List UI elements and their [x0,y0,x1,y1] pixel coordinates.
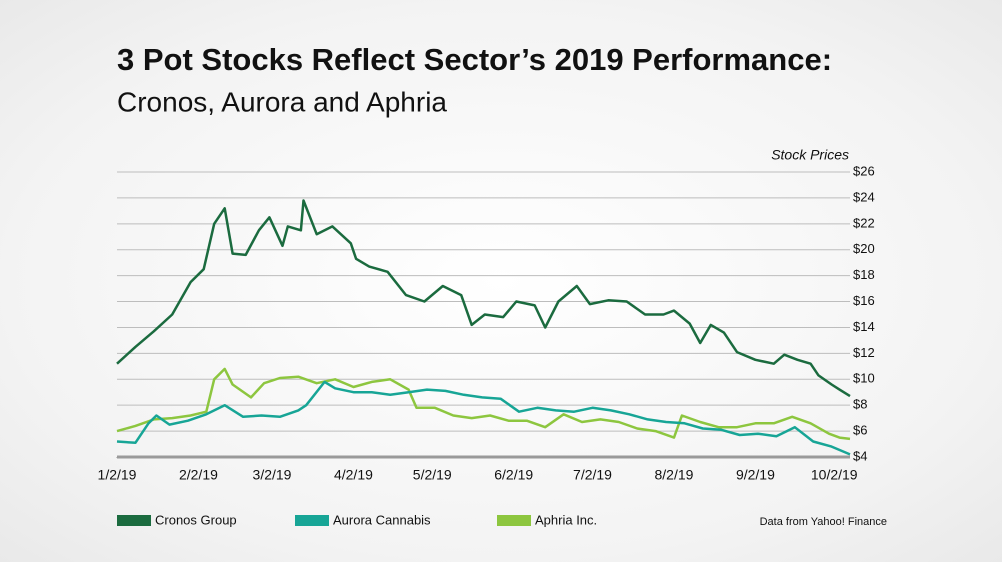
chart-title: 3 Pot Stocks Reflect Sector’s 2019 Perfo… [117,42,832,77]
x-tick-label: 1/2/19 [98,467,137,483]
y-tick-label: $20 [853,241,875,256]
legend-swatch [295,515,329,526]
legend-label: Cronos Group [155,512,237,527]
x-tick-label: 4/2/19 [334,467,373,483]
y-tick-label: $12 [853,345,875,360]
series-line [116,367,851,441]
x-tick-label: 5/2/19 [413,467,452,483]
x-tick-label: 2/2/19 [179,467,218,483]
y-tick-label: $22 [853,215,875,230]
y-tick-label: $6 [853,423,867,438]
y-tick-label: $24 [853,189,875,204]
source-note: Data from Yahoo! Finance [760,516,887,528]
x-tick-label: 10/2/19 [811,467,858,483]
legend-swatch [497,515,531,526]
x-tick-label: 3/2/19 [253,467,292,483]
legend-label: Aurora Cannabis [333,512,431,527]
x-tick-label: 8/2/19 [655,467,694,483]
series-line [116,380,851,456]
y-tick-label: $18 [853,267,875,282]
x-tick-label: 7/2/19 [573,467,612,483]
y-tick-label: $14 [853,319,875,334]
legend-swatch [117,515,151,526]
x-tick-label: 6/2/19 [494,467,533,483]
y-tick-label: $8 [853,397,867,412]
y-tick-label: $10 [853,371,875,386]
y-tick-label: $4 [853,448,867,463]
y-axis-label: Stock Prices [771,147,849,163]
y-tick-label: $26 [853,163,875,178]
series-line [116,199,851,398]
x-tick-label: 9/2/19 [736,467,775,483]
y-tick-label: $16 [853,293,875,308]
chart-subtitle: Cronos, Aurora and Aphria [117,86,447,117]
legend-label: Aphria Inc. [535,512,597,527]
